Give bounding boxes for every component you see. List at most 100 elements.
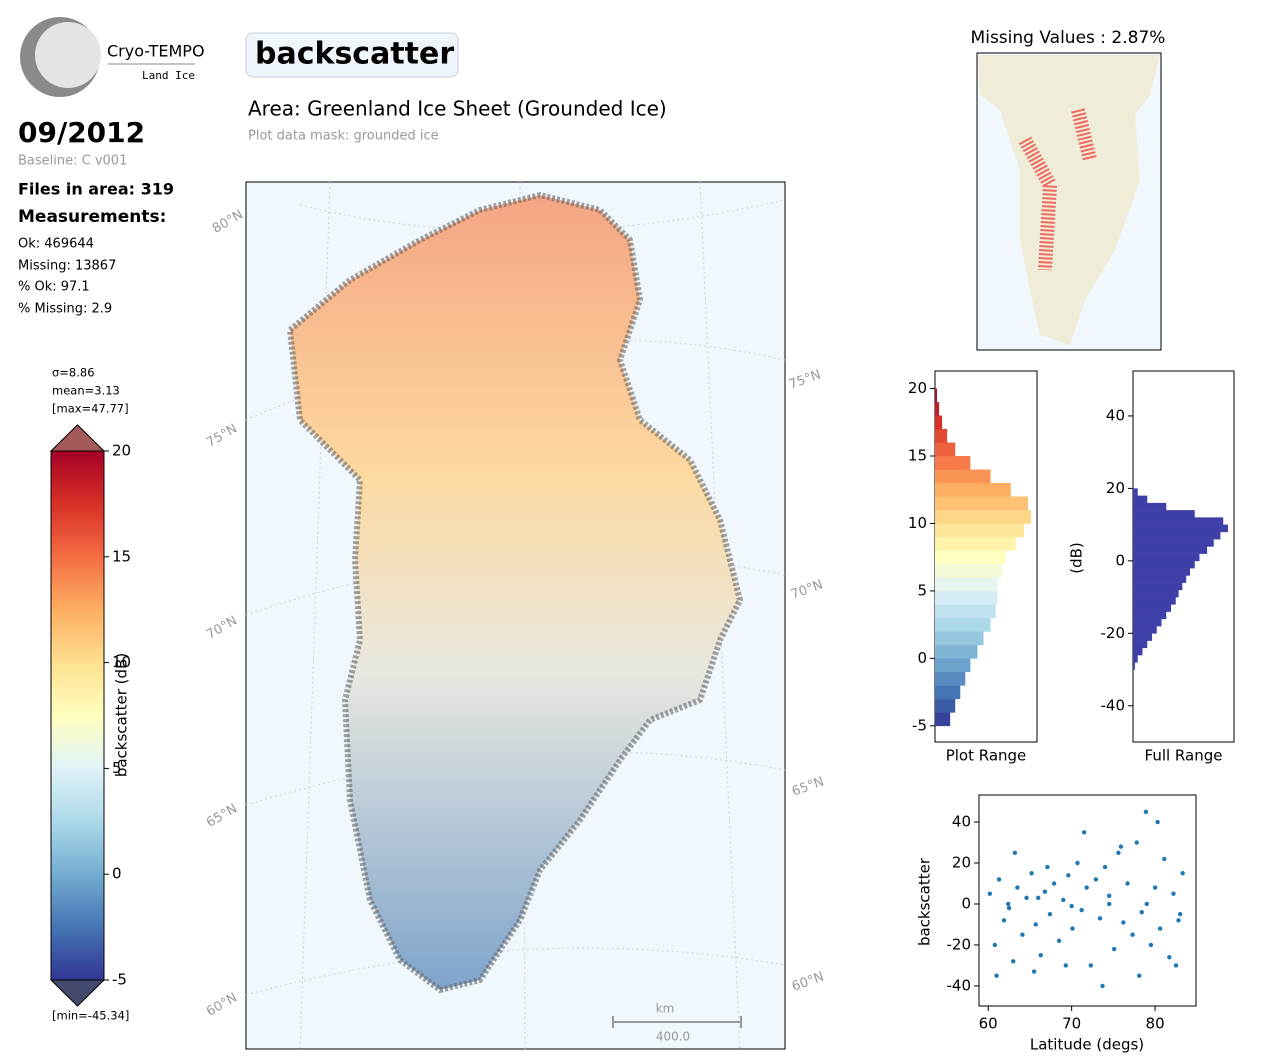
y-tick-label: 20	[1106, 479, 1125, 497]
point	[1130, 932, 1135, 937]
hist-bar	[935, 482, 1011, 497]
y-tick-label: 10	[112, 653, 131, 671]
point	[1001, 918, 1007, 923]
point	[1134, 840, 1139, 845]
point	[1107, 893, 1112, 898]
point	[1144, 901, 1149, 907]
hist-bar	[935, 658, 971, 673]
stat-annotation: σ=8.86	[52, 366, 95, 380]
hist-bar	[1133, 502, 1167, 511]
x-label: Latitude (degs)	[1030, 1036, 1144, 1054]
lat-label: 70°N	[789, 577, 825, 602]
point	[1171, 891, 1176, 896]
point	[1176, 918, 1181, 923]
missing-title: Missing Values : 2.87%	[971, 28, 1166, 48]
point	[1088, 963, 1094, 968]
hist-bar	[1133, 568, 1190, 576]
lat-label: 75°N	[787, 367, 823, 392]
missing-map	[976, 52, 1162, 351]
hist-bar	[1133, 517, 1224, 525]
y-label: backscatter	[916, 857, 934, 946]
y-tick-label: -40	[1101, 696, 1126, 714]
y-tick-label: 0	[1115, 551, 1125, 569]
point	[1006, 901, 1011, 907]
point	[1093, 877, 1099, 882]
axes	[978, 794, 1197, 1007]
hist-bar	[1133, 539, 1214, 547]
point	[1031, 969, 1037, 974]
point	[996, 877, 1002, 882]
stat-line: Ok: 469644	[18, 237, 94, 252]
y-tick-label: -5	[912, 716, 927, 734]
hist-bar	[935, 455, 971, 470]
x-tick-label: 60	[979, 1015, 998, 1033]
point	[1011, 959, 1016, 964]
point	[987, 891, 993, 896]
scale-unit: km	[656, 1002, 675, 1016]
x-tick-label: 70	[1062, 1015, 1081, 1033]
x-label: Full Range	[1145, 747, 1223, 765]
hist-bar	[935, 617, 991, 632]
point	[1038, 952, 1043, 958]
hist-bar	[935, 590, 998, 605]
logo-name: Cryo-TEMPO	[107, 42, 205, 61]
x-tick-label: 80	[1146, 1015, 1165, 1033]
stat-line: % Missing: 2.9	[18, 302, 112, 317]
hist-bar	[1133, 495, 1148, 504]
hist-bar	[935, 631, 984, 646]
hist-bar	[1133, 640, 1148, 649]
main-map: km 400.0	[245, 181, 786, 1050]
stat-annotation: mean=3.13	[52, 384, 120, 398]
hist-bar	[1133, 488, 1138, 496]
hist-bar	[1133, 524, 1228, 533]
hist-bar	[935, 442, 956, 457]
logo: Cryo-TEMPO Land Ice	[20, 17, 205, 97]
point	[1012, 850, 1018, 855]
scale-value: 400.0	[656, 1030, 690, 1044]
point	[1063, 963, 1069, 968]
point	[1020, 932, 1025, 937]
point	[1033, 922, 1038, 927]
title-box	[245, 32, 459, 78]
hist-bar	[1133, 618, 1162, 627]
point	[1177, 912, 1183, 917]
y-tick-label: 15	[908, 446, 927, 464]
point	[1075, 860, 1080, 866]
hist-bar	[935, 509, 1031, 524]
point	[1045, 864, 1050, 870]
lat-label: 70°N	[204, 613, 240, 642]
point	[1029, 871, 1034, 876]
y-tick-label: 40	[952, 813, 971, 831]
point	[1006, 905, 1012, 911]
hist-bar	[1133, 510, 1195, 518]
hist-bar	[1133, 626, 1157, 634]
hist-bar	[1133, 546, 1208, 554]
hist-bar	[1133, 575, 1187, 583]
point	[1125, 881, 1130, 886]
hist-bar	[1133, 604, 1171, 612]
point	[1155, 819, 1160, 825]
point	[1100, 983, 1105, 989]
hist-bar	[1133, 589, 1179, 598]
lat-label: 65°N	[790, 774, 826, 799]
point	[1167, 955, 1172, 960]
point	[1081, 830, 1087, 835]
hist-bar	[1133, 611, 1167, 620]
y-label: (dB)	[1068, 542, 1086, 574]
lat-label: 60°N	[790, 969, 826, 994]
date: 09/2012	[18, 116, 145, 149]
hist-bar	[1133, 560, 1195, 569]
y-tick-label: 0	[917, 649, 927, 667]
colorbar	[50, 450, 105, 981]
point	[1036, 895, 1041, 901]
hist-bar	[935, 698, 956, 713]
files: Files in area: 319	[18, 180, 174, 199]
extend-top	[49, 424, 106, 452]
point	[1118, 844, 1124, 849]
point	[1121, 920, 1126, 925]
lat-label: 80°N	[210, 207, 246, 236]
point	[1162, 856, 1167, 862]
point	[1097, 916, 1103, 921]
hist-bar	[935, 563, 1002, 578]
hist-bar	[935, 415, 943, 430]
